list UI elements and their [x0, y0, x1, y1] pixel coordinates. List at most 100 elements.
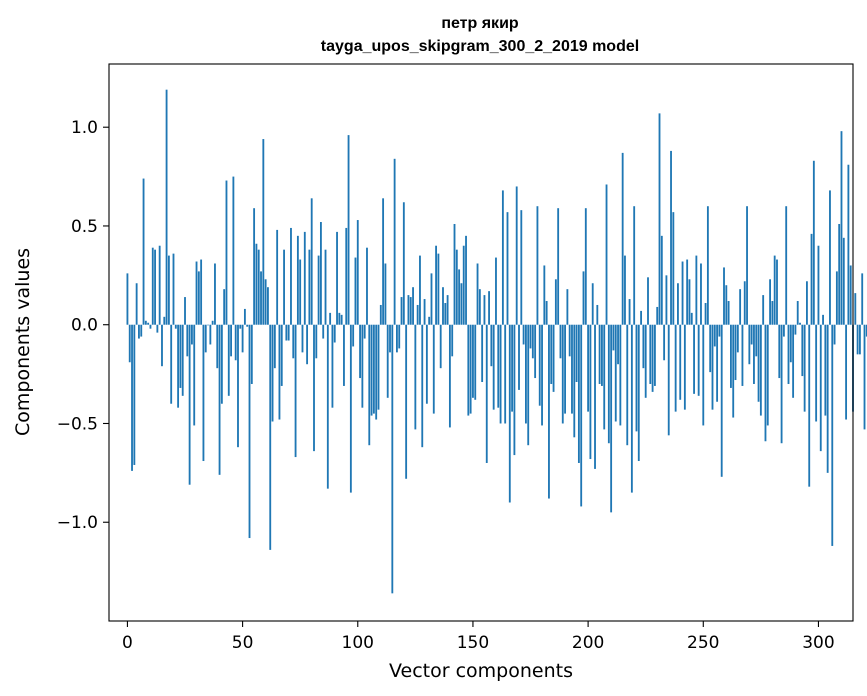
- bar: [858, 324, 861, 355]
- bar: [771, 301, 774, 325]
- bar: [736, 324, 739, 353]
- bar: [319, 222, 322, 325]
- bar: [234, 324, 237, 361]
- bar: [306, 324, 309, 365]
- bar: [865, 324, 867, 337]
- x-tick-label: 100: [342, 633, 374, 653]
- bar: [607, 324, 610, 444]
- bar: [734, 324, 737, 381]
- bar: [405, 324, 408, 479]
- bar: [368, 324, 371, 446]
- bar: [469, 324, 472, 414]
- bar: [435, 245, 437, 325]
- bar: [147, 322, 150, 325]
- bar: [718, 324, 721, 337]
- bar: [815, 324, 818, 422]
- bar: [688, 279, 691, 325]
- bar: [529, 324, 532, 349]
- bar: [154, 249, 156, 325]
- bar: [573, 324, 576, 438]
- bar: [313, 324, 315, 452]
- bar: [372, 324, 375, 414]
- bar: [257, 249, 260, 325]
- bar: [589, 324, 592, 460]
- bar: [186, 324, 189, 357]
- bar: [534, 324, 537, 379]
- bar: [640, 310, 643, 325]
- bar: [741, 324, 744, 386]
- bar: [444, 303, 447, 325]
- bar: [495, 257, 497, 325]
- bar: [138, 324, 140, 339]
- bar: [170, 324, 173, 404]
- bar: [693, 324, 695, 394]
- bar: [472, 324, 474, 398]
- bar: [842, 237, 845, 325]
- bar: [700, 263, 702, 325]
- bar: [635, 324, 638, 432]
- bar: [262, 139, 265, 325]
- bar: [506, 212, 509, 325]
- x-tick-label: 0: [122, 633, 133, 653]
- bar: [333, 324, 336, 343]
- bar: [322, 324, 325, 339]
- y-axis-ticks: −1.0 −0.5 0.0 0.5 1.0: [57, 118, 109, 533]
- bar: [808, 324, 811, 487]
- bar: [704, 303, 707, 325]
- bar: [571, 324, 573, 414]
- bar: [126, 273, 129, 325]
- bar: [739, 289, 742, 325]
- bar: [432, 324, 435, 414]
- bar: [299, 259, 302, 325]
- chart-title: петр якир: [441, 15, 519, 32]
- bar: [478, 289, 481, 325]
- bar: [801, 324, 804, 377]
- bar: [276, 229, 279, 325]
- bar: [382, 198, 385, 325]
- bar: [490, 324, 493, 367]
- bar: [658, 113, 661, 325]
- bar: [269, 324, 272, 550]
- bar: [151, 247, 154, 325]
- bar: [840, 131, 843, 325]
- bar: [501, 190, 504, 325]
- bar: [377, 324, 380, 410]
- bar: [663, 324, 666, 361]
- x-tick-label: 150: [457, 633, 489, 653]
- bar: [149, 324, 152, 329]
- bar: [610, 324, 613, 513]
- bar: [386, 324, 389, 398]
- bar: [525, 324, 527, 424]
- bar: [329, 312, 332, 325]
- bar: [513, 324, 516, 456]
- bar: [605, 184, 608, 325]
- bar: [345, 227, 348, 325]
- bar: [250, 324, 253, 384]
- bar: [854, 293, 857, 325]
- bar: [683, 324, 686, 410]
- bar: [267, 287, 269, 325]
- bar: [849, 265, 852, 325]
- bar: [292, 324, 295, 359]
- bar: [481, 324, 484, 382]
- bar: [628, 299, 631, 325]
- bar: [352, 324, 355, 347]
- bar: [416, 304, 419, 325]
- bar: [594, 324, 596, 469]
- bar: [453, 223, 456, 325]
- bar: [690, 312, 693, 325]
- bar: [273, 324, 276, 369]
- bar: [326, 324, 329, 489]
- bar: [331, 324, 334, 408]
- bar: [359, 324, 361, 379]
- bar: [354, 257, 357, 325]
- bar: [179, 324, 182, 388]
- bar: [209, 324, 212, 345]
- bar: [799, 322, 801, 325]
- bar: [308, 249, 311, 325]
- bar: [538, 324, 541, 406]
- bar: [379, 304, 382, 325]
- bar: [626, 324, 629, 446]
- bar: [174, 324, 177, 329]
- bar: [195, 261, 198, 325]
